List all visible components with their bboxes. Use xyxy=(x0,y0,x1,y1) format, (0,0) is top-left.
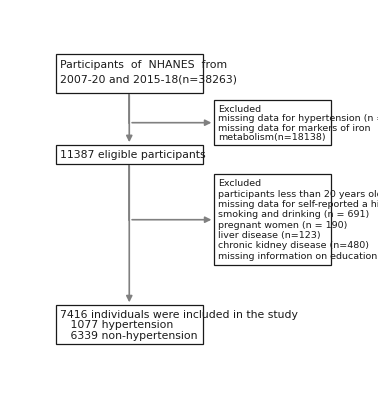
Text: Excluded: Excluded xyxy=(218,105,261,114)
FancyBboxPatch shape xyxy=(214,174,332,265)
Text: participants less than 20 years old(n=2477): participants less than 20 years old(n=24… xyxy=(218,190,378,199)
Text: 7416 individuals were included in the study: 7416 individuals were included in the st… xyxy=(60,310,298,320)
Text: missing data for self-reported a history of: missing data for self-reported a history… xyxy=(218,200,378,209)
Text: missing data for hypertension (n = 8738): missing data for hypertension (n = 8738) xyxy=(218,114,378,124)
Text: liver disease (n=123): liver disease (n=123) xyxy=(218,231,321,240)
Text: 11387 eligible participants: 11387 eligible participants xyxy=(60,150,206,160)
Text: missing information on education (n = 10): missing information on education (n = 10… xyxy=(218,252,378,261)
Text: 1077 hypertension: 1077 hypertension xyxy=(60,320,173,330)
FancyBboxPatch shape xyxy=(56,305,203,344)
Text: metabolism(n=18138): metabolism(n=18138) xyxy=(218,133,326,142)
FancyBboxPatch shape xyxy=(214,100,332,145)
Text: Excluded: Excluded xyxy=(218,179,261,188)
Text: smoking and drinking (n = 691): smoking and drinking (n = 691) xyxy=(218,210,369,219)
Text: Participants  of  NHANES  from: Participants of NHANES from xyxy=(60,60,227,70)
FancyBboxPatch shape xyxy=(56,54,203,93)
Text: 2007-20 and 2015-18(n=38263): 2007-20 and 2015-18(n=38263) xyxy=(60,75,237,85)
Text: chronic kidney disease (n=480): chronic kidney disease (n=480) xyxy=(218,242,369,250)
FancyBboxPatch shape xyxy=(56,145,203,164)
Text: missing data for markers of iron: missing data for markers of iron xyxy=(218,124,370,133)
Text: pregnant women (n = 190): pregnant women (n = 190) xyxy=(218,221,347,230)
Text: 6339 non-hypertension: 6339 non-hypertension xyxy=(60,330,197,340)
